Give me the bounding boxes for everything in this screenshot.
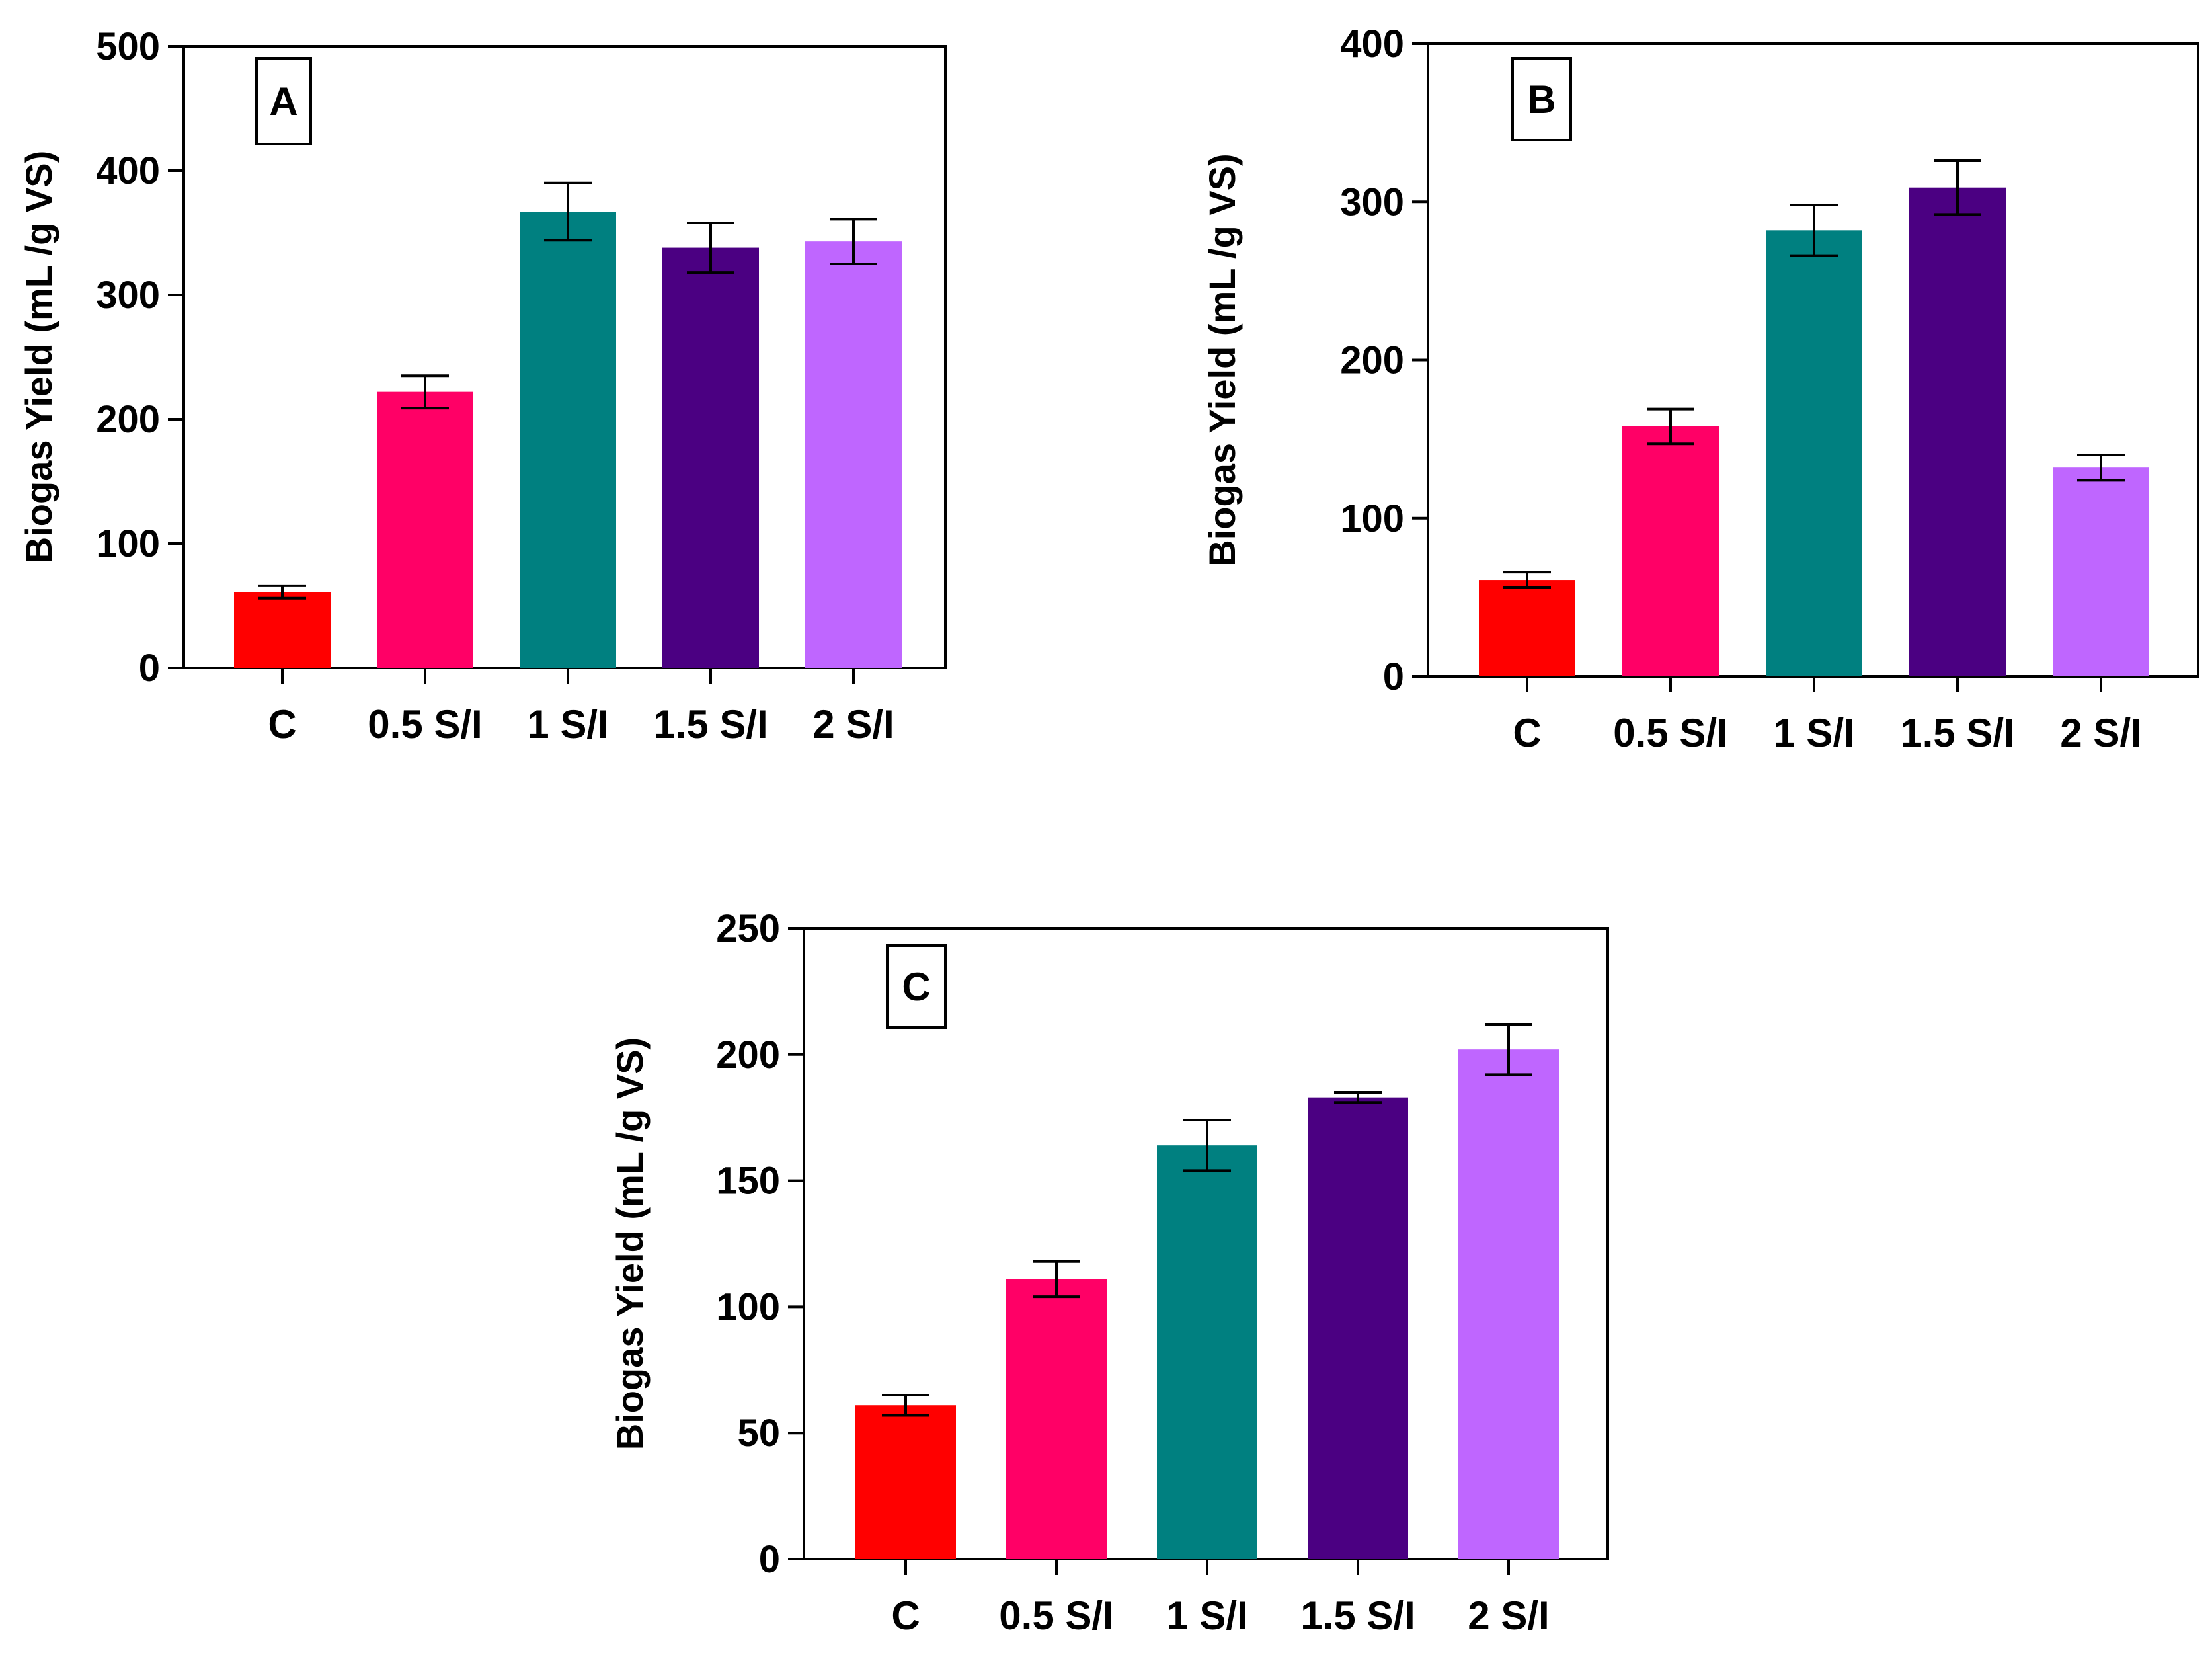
panel-b-x-tick-label-3: 1.5 S/I [1900,711,2014,755]
panel-c-y-tick-label-5: 250 [716,907,780,950]
panel-b-y-axis-title: Biogas Yield (mL /g VS) [1201,153,1243,566]
panel-c-x-tick-label-0: C [891,1594,920,1638]
panel-c-bar-4 [1458,1049,1559,1559]
panel-a-label-box [255,57,312,145]
panel-a-y-tick-label-2: 200 [96,398,160,441]
panel-c-label-box [886,944,947,1029]
panel-c-bar-0 [855,1405,956,1559]
panel-c-y-axis-title: Biogas Yield (mL /g VS) [609,1037,651,1450]
panel-a-bar-3 [662,247,759,668]
panel-b-x-tick-label-1: 0.5 S/I [1613,711,1727,755]
panel-b-bar-0 [1479,580,1575,676]
panel-c-y-tick-label-1: 50 [737,1412,780,1455]
panel-c-y-tick-label-2: 100 [716,1285,780,1328]
panel-b-label-box [1511,57,1572,141]
panel-c-x-tick-label-3: 1.5 S/I [1300,1594,1415,1638]
panel-c-y-tick-label-4: 200 [716,1033,780,1076]
panel-b-y-tick-label-4: 400 [1340,22,1404,65]
panel-a-y-tick-label-4: 400 [96,149,160,192]
panel-a-x-tick-label-1: 0.5 S/I [368,702,482,747]
chart-panel-c: C 0.5 S/I 1 S/I 1.5 S/I 2 S/I 0 50 100 150 200 250… [609,907,1609,1638]
panel-a-x-tick-label-0: C [268,702,296,747]
panel-c-x-tick-label-1: 0.5 S/I [999,1594,1113,1638]
panel-a-bar-0 [234,592,331,668]
panel-b-y-tick-label-1: 100 [1340,497,1404,540]
panel-a-x-tick-label-2: 1 S/I [527,702,608,747]
panel-b-label: B [1527,77,1556,122]
panel-c-y-tick-label-0: 0 [759,1538,780,1581]
panel-b-bar-2 [1766,230,1862,676]
panel-b-x-tick-label-0: C [1513,711,1541,755]
panel-a-y-axis-title: Biogas Yield (mL /g VS) [18,151,59,563]
panel-c-bar-2 [1157,1145,1257,1559]
panel-c-bar-3 [1308,1097,1408,1559]
chart-panel-a: C 0.5 S/I 1 S/I 1.5 S/I 2 S/I 0 100 200 300 400 50… [18,25,947,747]
panel-a-y-tick-label-1: 100 [96,522,160,565]
panel-a-x-tick-label-4: 2 S/I [812,702,894,747]
panel-b-bar-3 [1909,187,2006,676]
panel-a-bar-2 [520,212,616,668]
panel-b-bar-1 [1622,426,1719,676]
panel-c-label: C [902,965,930,1009]
panel-a-y-tick-label-5: 500 [96,25,160,68]
panel-c-x-tick-label-2: 1 S/I [1166,1594,1247,1638]
panel-a-label: A [269,79,297,124]
panel-c-bar-1 [1006,1279,1107,1559]
panel-b-y-tick-label-2: 200 [1340,339,1404,382]
chart-panel-b: C 0.5 S/I 1 S/I 1.5 S/I 2 S/I 0 100 200 300 400 Bi… [1201,22,2199,755]
panel-c-y-tick-label-3: 150 [716,1160,780,1203]
panel-a-bar-1 [377,391,473,668]
panel-a-x-tick-label-3: 1.5 S/I [653,702,768,747]
panel-b-x-tick-label-4: 2 S/I [2060,711,2141,755]
panel-a-bar-4 [805,241,902,668]
panel-c-x-tick-label-4: 2 S/I [1468,1594,1549,1638]
panel-a-y-tick-label-0: 0 [139,647,160,690]
panel-b-y-tick-label-3: 300 [1340,181,1404,223]
panel-a-y-tick-label-3: 300 [96,274,160,317]
panel-b-x-tick-label-2: 1 S/I [1773,711,1854,755]
panel-b-y-tick-label-0: 0 [1383,655,1404,698]
panel-b-bar-4 [2053,467,2149,676]
